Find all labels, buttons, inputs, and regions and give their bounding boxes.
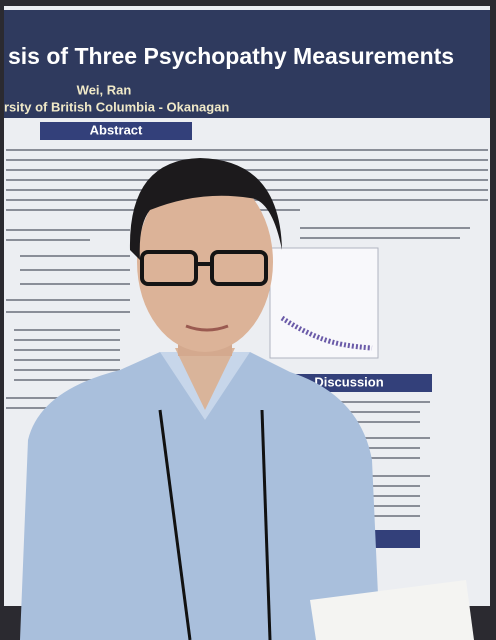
- poster-affiliation: rsity of British Columbia - Okanagan: [4, 99, 229, 114]
- poster-title: sis of Three Psychopathy Measurements: [8, 43, 454, 69]
- cheque: [310, 580, 474, 640]
- poster-header: [4, 10, 490, 118]
- poster-author: Wei, Ran: [77, 82, 132, 97]
- section-heading: Abstract: [90, 122, 143, 137]
- poster-figure: [269, 227, 470, 359]
- person: [20, 158, 380, 640]
- section-box: [40, 122, 192, 140]
- section-heading: Discussion: [314, 374, 383, 389]
